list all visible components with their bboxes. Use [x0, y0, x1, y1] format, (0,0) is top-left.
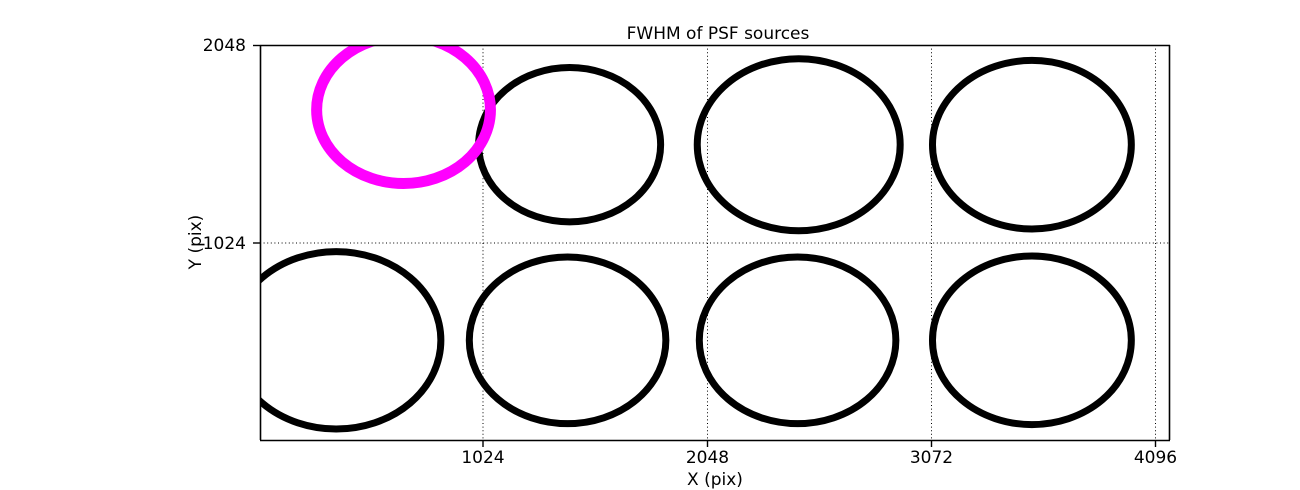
x-tick-labels: 1024 2048 3072 4096 [461, 448, 1177, 468]
tick-marks [253, 44, 1157, 447]
xtick-label-3072: 3072 [910, 448, 953, 468]
psf-source-circle[interactable] [311, 36, 496, 189]
x-axis-label: X (pix) [687, 470, 743, 490]
psf-source-circle[interactable] [465, 253, 670, 428]
psf-source-circle[interactable] [928, 252, 1135, 429]
axes-spines [259, 44, 1171, 442]
data-markers [232, 36, 1135, 433]
series-psf-sources-flagged [311, 36, 496, 189]
plot-title: FWHM of PSF sources [627, 24, 810, 44]
psf-source-circle[interactable] [928, 56, 1135, 233]
ytick-label-1024: 1024 [203, 234, 246, 254]
ytick-label-2048: 2048 [203, 36, 246, 56]
xtick-label-4096: 4096 [1134, 448, 1177, 468]
psf-source-circle[interactable] [232, 248, 445, 433]
xtick-label-1024: 1024 [461, 448, 504, 468]
xtick-label-2048: 2048 [686, 448, 729, 468]
gridlines [260, 45, 1170, 440]
psf-source-circle[interactable] [695, 253, 900, 428]
series-psf-sources-normal [232, 55, 1135, 433]
y-axis-label: Y (pix) [186, 215, 206, 271]
psf-source-circle[interactable] [693, 55, 904, 235]
y-tick-labels: 1024 2048 [203, 36, 246, 254]
